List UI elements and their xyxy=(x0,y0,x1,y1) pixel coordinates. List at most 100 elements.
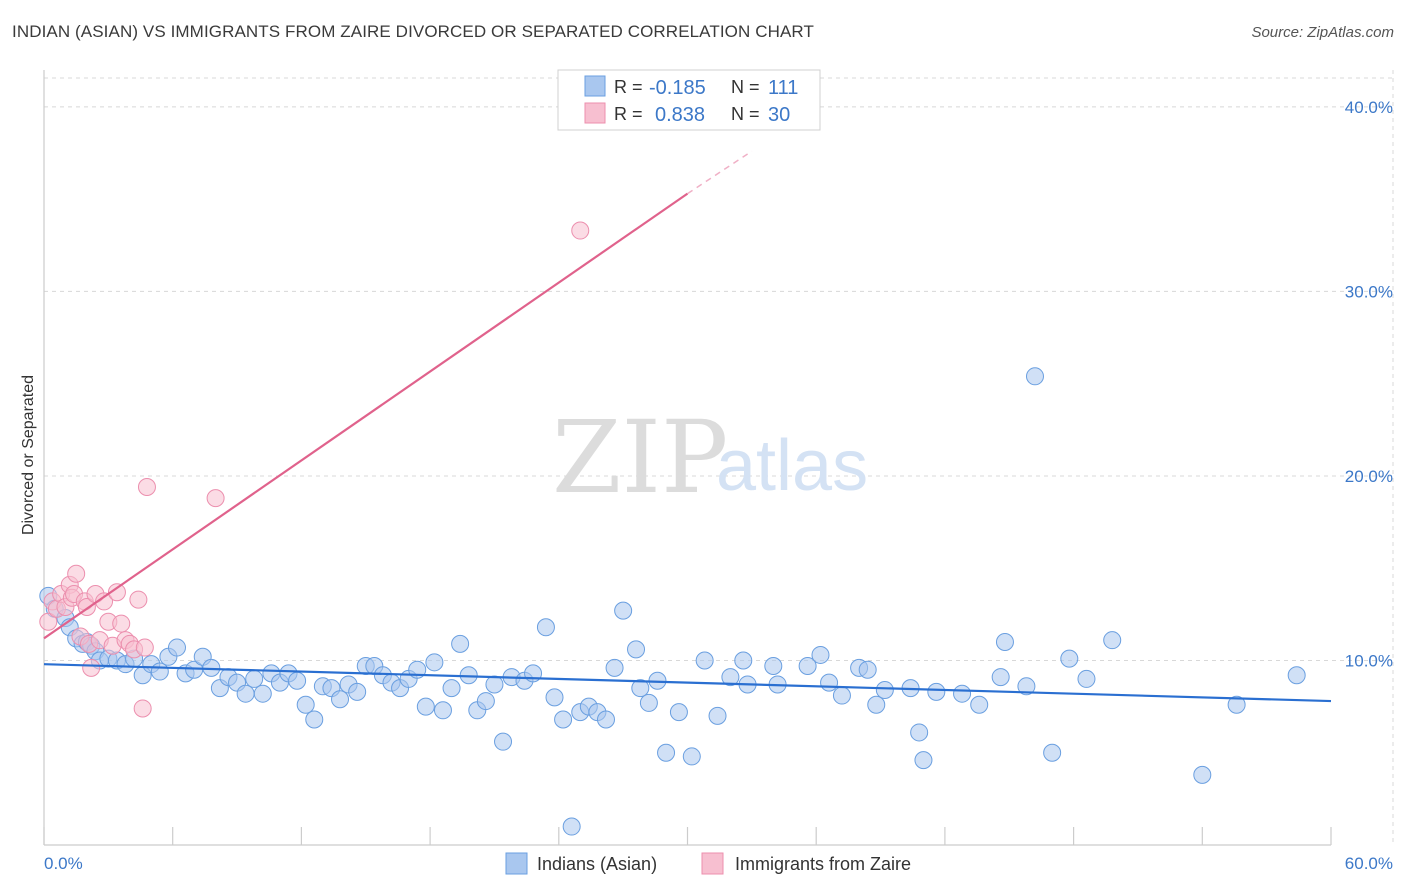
y-tick-label: 10.0% xyxy=(1345,651,1393,670)
indians-point xyxy=(451,634,470,653)
indians-point xyxy=(605,658,624,677)
indians-point xyxy=(1287,666,1306,685)
indians-point xyxy=(970,695,989,714)
zaire-point xyxy=(107,583,126,602)
indians-point xyxy=(682,747,701,766)
source-credit: Source: ZipAtlas.com xyxy=(1251,24,1394,41)
indians-point xyxy=(614,601,633,620)
zaire-point xyxy=(135,638,154,657)
stats-legend: R = -0.185 N = 111 R = 0.838 N = 30 xyxy=(557,69,821,131)
indians-point xyxy=(545,688,564,707)
indians-point xyxy=(657,743,676,762)
indians-point xyxy=(1193,765,1212,784)
indians-point xyxy=(416,697,435,716)
indians-point xyxy=(875,681,894,699)
indians-point xyxy=(485,675,504,694)
indians-point xyxy=(562,817,581,836)
zaire-point xyxy=(206,489,225,508)
stats-n-value-2: 30 xyxy=(768,104,790,126)
stats-r-label-1: R = xyxy=(614,77,643,97)
indians-point xyxy=(476,692,495,711)
indians-point xyxy=(236,684,255,703)
indians-point xyxy=(995,633,1014,652)
watermark-atlas: atlas xyxy=(716,426,868,506)
indians-point xyxy=(331,690,350,709)
indians-point xyxy=(867,695,886,714)
indians-point xyxy=(305,710,324,729)
indians-point xyxy=(253,684,272,703)
indians-point xyxy=(296,695,315,714)
indians-point xyxy=(927,682,946,701)
indians-point xyxy=(425,653,444,672)
y-tick-labels: 10.0% 20.0% 30.0% 40.0% xyxy=(1345,98,1393,671)
indians-point xyxy=(764,657,783,676)
zaire-point xyxy=(129,590,148,609)
indians-point xyxy=(554,710,573,729)
stats-legend-swatch-blue xyxy=(584,75,606,97)
legend-swatch-indians xyxy=(505,852,528,875)
indians-point xyxy=(167,638,186,657)
indians-point xyxy=(695,651,714,670)
data-points xyxy=(39,221,1306,836)
y-tick-label: 30.0% xyxy=(1345,282,1393,301)
zaire-point xyxy=(82,658,101,677)
stats-r-value-1: -0.185 xyxy=(649,77,706,99)
indians-point xyxy=(991,668,1010,687)
stats-legend-swatch-pink xyxy=(584,102,606,124)
y-axis-title: Divorced or Separated xyxy=(20,375,37,535)
stats-r-value-2: 0.838 xyxy=(655,104,705,126)
legend-label-indians: Indians (Asian) xyxy=(537,854,657,874)
indians-point xyxy=(721,668,740,687)
x-tick-label-left: 0.0% xyxy=(44,854,83,873)
indians-point xyxy=(348,682,367,701)
y-tick-label: 40.0% xyxy=(1345,98,1393,117)
zaire-point xyxy=(571,221,590,240)
zaire-point xyxy=(137,478,156,497)
chart-title: INDIAN (ASIAN) VS IMMIGRANTS FROM ZAIRE … xyxy=(12,22,814,41)
trend-lines xyxy=(43,150,1332,703)
indians-point xyxy=(494,732,513,751)
indians-point xyxy=(245,669,264,688)
legend-swatch-zaire xyxy=(701,852,724,875)
indians-point xyxy=(832,686,851,705)
zaire-point xyxy=(67,564,86,583)
indians-point xyxy=(1103,631,1122,650)
indians-point xyxy=(910,723,929,742)
axes xyxy=(43,70,1332,846)
indians-point xyxy=(1043,743,1062,762)
y-tick-label: 20.0% xyxy=(1345,467,1393,486)
indians-point xyxy=(914,751,933,770)
indians-point xyxy=(798,657,817,676)
indians-point xyxy=(1025,367,1044,386)
zaire-point xyxy=(133,699,152,718)
indians-point xyxy=(627,640,646,659)
indians-point xyxy=(442,679,461,698)
indians-point xyxy=(1060,649,1079,668)
indians-point xyxy=(433,701,452,720)
indians-point xyxy=(953,684,972,703)
indians-point xyxy=(288,671,307,690)
indians-point xyxy=(639,693,658,712)
stats-n-label-1: N = xyxy=(731,77,760,97)
indians-point xyxy=(858,660,877,679)
indians-point xyxy=(1227,695,1246,714)
indians-point xyxy=(1077,669,1096,688)
x-tick-label-right: 60.0% xyxy=(1345,854,1393,873)
watermark-zip: ZIP xyxy=(552,399,728,516)
indians-point xyxy=(708,706,727,725)
zaire-point xyxy=(39,612,58,631)
indians-point xyxy=(734,651,753,670)
watermark: ZIP atlas xyxy=(552,399,868,516)
stats-r-label-2: R = xyxy=(614,104,643,124)
stats-n-value-1: 111 xyxy=(768,77,798,99)
indians-point xyxy=(631,679,650,698)
indians-point xyxy=(811,645,830,664)
indians-trend-line xyxy=(43,663,1332,703)
legend-label-zaire: Immigrants from Zaire xyxy=(735,854,911,874)
indians-point xyxy=(820,673,839,692)
bottom-legend: Indians (Asian) Immigrants from Zaire xyxy=(505,852,911,875)
indians-point xyxy=(536,618,555,637)
zaire-trend-extension xyxy=(687,150,753,195)
indians-point xyxy=(150,662,169,681)
